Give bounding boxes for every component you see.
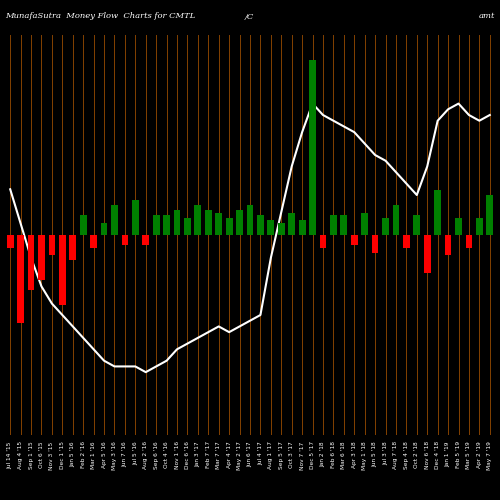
Bar [80,215,86,235]
Bar [392,205,400,235]
Bar [216,212,222,235]
Bar [70,235,76,260]
Bar [382,218,389,235]
Bar [194,205,202,235]
Bar [257,215,264,235]
Bar [100,222,107,235]
Bar [122,235,128,245]
Bar [414,215,420,235]
Bar [424,235,430,273]
Bar [246,205,254,235]
Bar [486,195,493,235]
Bar [278,222,284,235]
Bar [17,235,24,322]
Bar [309,60,316,235]
Bar [7,235,14,248]
Bar [403,235,410,248]
Bar [330,215,337,235]
Bar [434,190,441,235]
Text: MunafaSutra  Money Flow  Charts for CMTL: MunafaSutra Money Flow Charts for CMTL [5,12,196,20]
Bar [351,235,358,245]
Bar [476,218,482,235]
Text: /C: /C [245,12,254,20]
Bar [268,220,274,235]
Bar [372,235,378,252]
Bar [362,212,368,235]
Bar [226,218,232,235]
Bar [340,215,347,235]
Bar [174,210,180,235]
Bar [288,212,295,235]
Bar [142,235,149,245]
Bar [444,235,452,255]
Bar [153,215,160,235]
Bar [28,235,34,290]
Bar [90,235,97,248]
Bar [298,220,306,235]
Bar [184,218,191,235]
Bar [455,218,462,235]
Bar [111,205,118,235]
Bar [236,210,243,235]
Text: amt: amt [478,12,495,20]
Bar [320,235,326,248]
Bar [163,215,170,235]
Bar [59,235,66,305]
Bar [205,210,212,235]
Bar [466,235,472,248]
Bar [38,235,45,280]
Bar [48,235,56,255]
Bar [132,200,138,235]
